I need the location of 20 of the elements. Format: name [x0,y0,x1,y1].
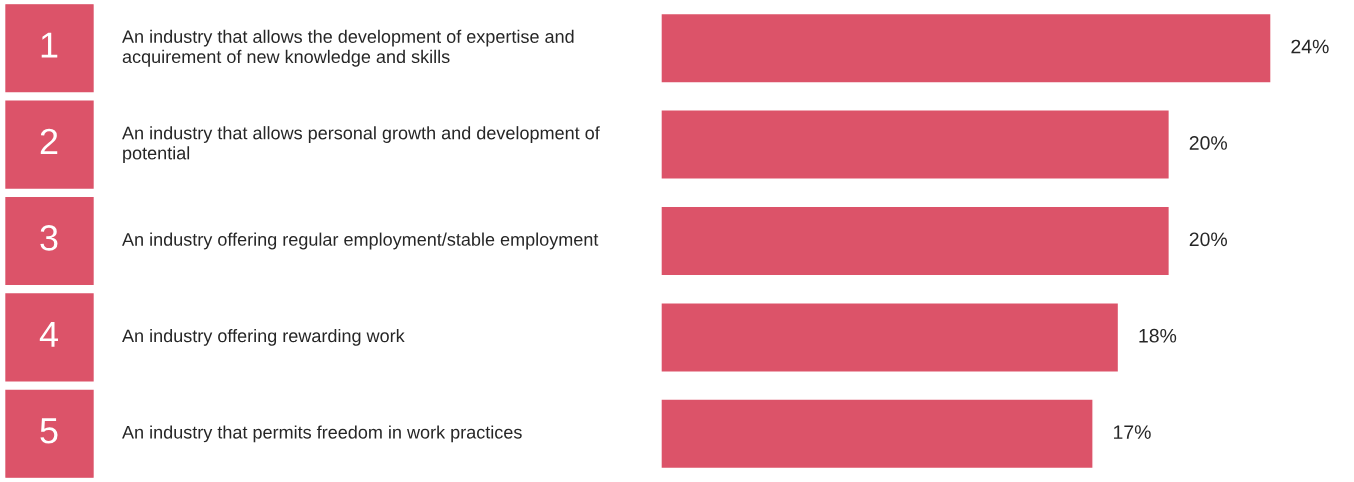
bar [661,398,1094,470]
data-label: 20% [1189,136,1227,150]
data-label: 17% [1114,425,1151,439]
text: 5 [40,418,58,444]
y-tick-label: An industry offering rewarding work [122,328,405,346]
y-tick-label: An industry offering regular employment/stable employment [122,232,599,250]
text: 3 [40,225,58,251]
text: 4 [39,321,58,347]
y-tick-label: An industry that permits freedom in work practices [122,425,522,443]
y-tick-label: An industry that allows the development of expertise and acquirement of new knowledge and skills [122,29,574,67]
bar [661,302,1120,373]
y-tick-label: An industry that allows personal growth and development of potential [122,126,600,164]
bar [661,12,1272,84]
text: 2 [40,128,58,154]
text: 1 [41,32,58,58]
bar [661,109,1171,180]
data-label: 20% [1189,232,1227,247]
data-label: 24% [1291,39,1329,54]
bar [661,205,1171,277]
data-label: 18% [1139,328,1177,343]
